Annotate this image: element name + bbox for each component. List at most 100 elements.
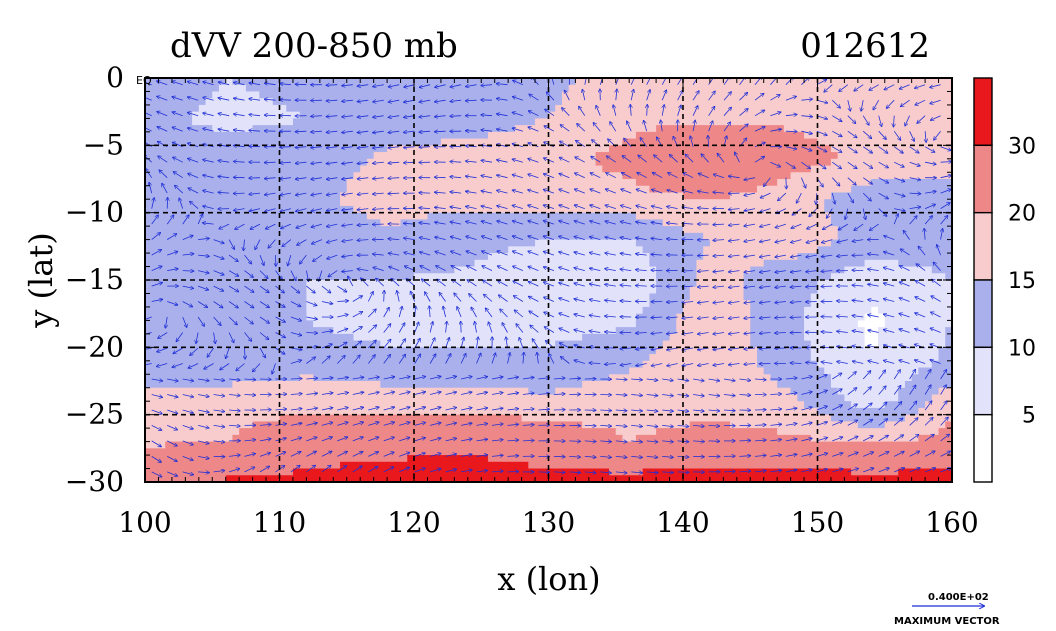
field-cell — [898, 253, 906, 261]
field-cell — [891, 212, 899, 220]
field-cell — [911, 300, 919, 308]
field-cell — [245, 300, 254, 308]
field-cell — [373, 145, 381, 153]
field-cell — [225, 84, 234, 93]
field-cell — [158, 340, 166, 348]
field-cell — [521, 84, 529, 93]
field-cell — [790, 91, 798, 99]
field-cell — [548, 179, 556, 187]
field-cell — [252, 280, 260, 288]
field-cell — [292, 219, 301, 227]
field-cell — [151, 199, 160, 207]
field-cell — [703, 98, 711, 106]
field-cell — [810, 300, 819, 308]
field-cell — [346, 306, 355, 315]
field-cell — [494, 340, 503, 348]
field-cell — [373, 239, 381, 247]
field-cell — [723, 179, 731, 187]
field-cell — [508, 266, 516, 274]
field-cell — [783, 340, 792, 348]
field-cell — [736, 91, 745, 99]
field-cell — [642, 232, 650, 241]
field-cell — [259, 266, 267, 274]
field-cell — [299, 280, 307, 288]
field-cell — [474, 226, 482, 234]
field-cell — [582, 293, 590, 301]
field-cell — [454, 266, 462, 274]
field-cell — [878, 131, 886, 140]
field-cell — [366, 199, 375, 207]
field-cell — [662, 239, 671, 247]
field-cell — [192, 152, 200, 160]
field-cell — [387, 306, 395, 315]
field-cell — [844, 179, 852, 187]
field-cell — [440, 185, 449, 194]
field-cell — [286, 266, 294, 274]
field-cell — [528, 212, 536, 220]
field-cell — [420, 286, 429, 295]
field-cell — [790, 347, 798, 355]
field-cell — [198, 131, 207, 140]
field-cell — [481, 192, 489, 200]
field-cell — [292, 78, 301, 86]
field-cell — [555, 179, 563, 187]
field-cell — [360, 118, 368, 126]
field-cell — [454, 84, 462, 93]
field-cell — [393, 354, 402, 362]
field-cell — [185, 145, 193, 153]
field-cell — [750, 152, 758, 160]
field-cell — [393, 172, 402, 180]
field-cell — [239, 313, 247, 321]
field-cell — [864, 273, 872, 281]
field-cell — [595, 219, 603, 227]
field-cell — [326, 333, 334, 342]
field-cell — [198, 212, 207, 220]
field-cell — [615, 104, 624, 113]
field-cell — [683, 293, 691, 301]
field-cell — [198, 259, 207, 268]
field-cell — [299, 98, 307, 106]
field-cell — [272, 145, 281, 153]
field-cell — [501, 118, 509, 126]
field-cell — [333, 226, 341, 234]
field-cell — [514, 333, 523, 342]
field-cell — [824, 125, 832, 133]
field-cell — [662, 199, 671, 207]
field-cell — [925, 340, 933, 348]
field-cell — [313, 118, 321, 126]
field-cell — [286, 179, 294, 187]
field-cell — [777, 306, 785, 315]
field-cell — [192, 306, 200, 315]
field-cell — [212, 232, 220, 241]
field-cell — [319, 98, 328, 106]
field-cell — [541, 145, 550, 153]
field-cell — [340, 259, 348, 268]
field-cell — [259, 165, 267, 173]
field-cell — [723, 118, 731, 126]
field-cell — [938, 219, 946, 227]
field-cell — [171, 118, 180, 126]
field-cell — [218, 259, 227, 268]
field-cell — [783, 226, 792, 234]
field-cell — [918, 192, 926, 200]
field-cell — [804, 293, 812, 301]
field-cell — [790, 199, 798, 207]
field-cell — [252, 172, 260, 180]
field-cell — [938, 111, 946, 119]
field-cell — [225, 347, 234, 355]
field-cell — [434, 293, 442, 301]
field-cell — [743, 212, 751, 220]
field-cell — [871, 125, 879, 133]
field-cell — [750, 280, 758, 288]
field-cell — [884, 138, 893, 146]
field-cell — [158, 212, 166, 220]
field-cell — [528, 226, 536, 234]
field-cell — [588, 185, 597, 194]
field-cell — [360, 84, 368, 93]
field-cell — [669, 212, 677, 220]
field-cell — [158, 199, 166, 207]
field-cell — [400, 333, 408, 342]
field-cell — [857, 138, 866, 146]
field-cell — [272, 239, 281, 247]
field-cell — [346, 111, 355, 119]
